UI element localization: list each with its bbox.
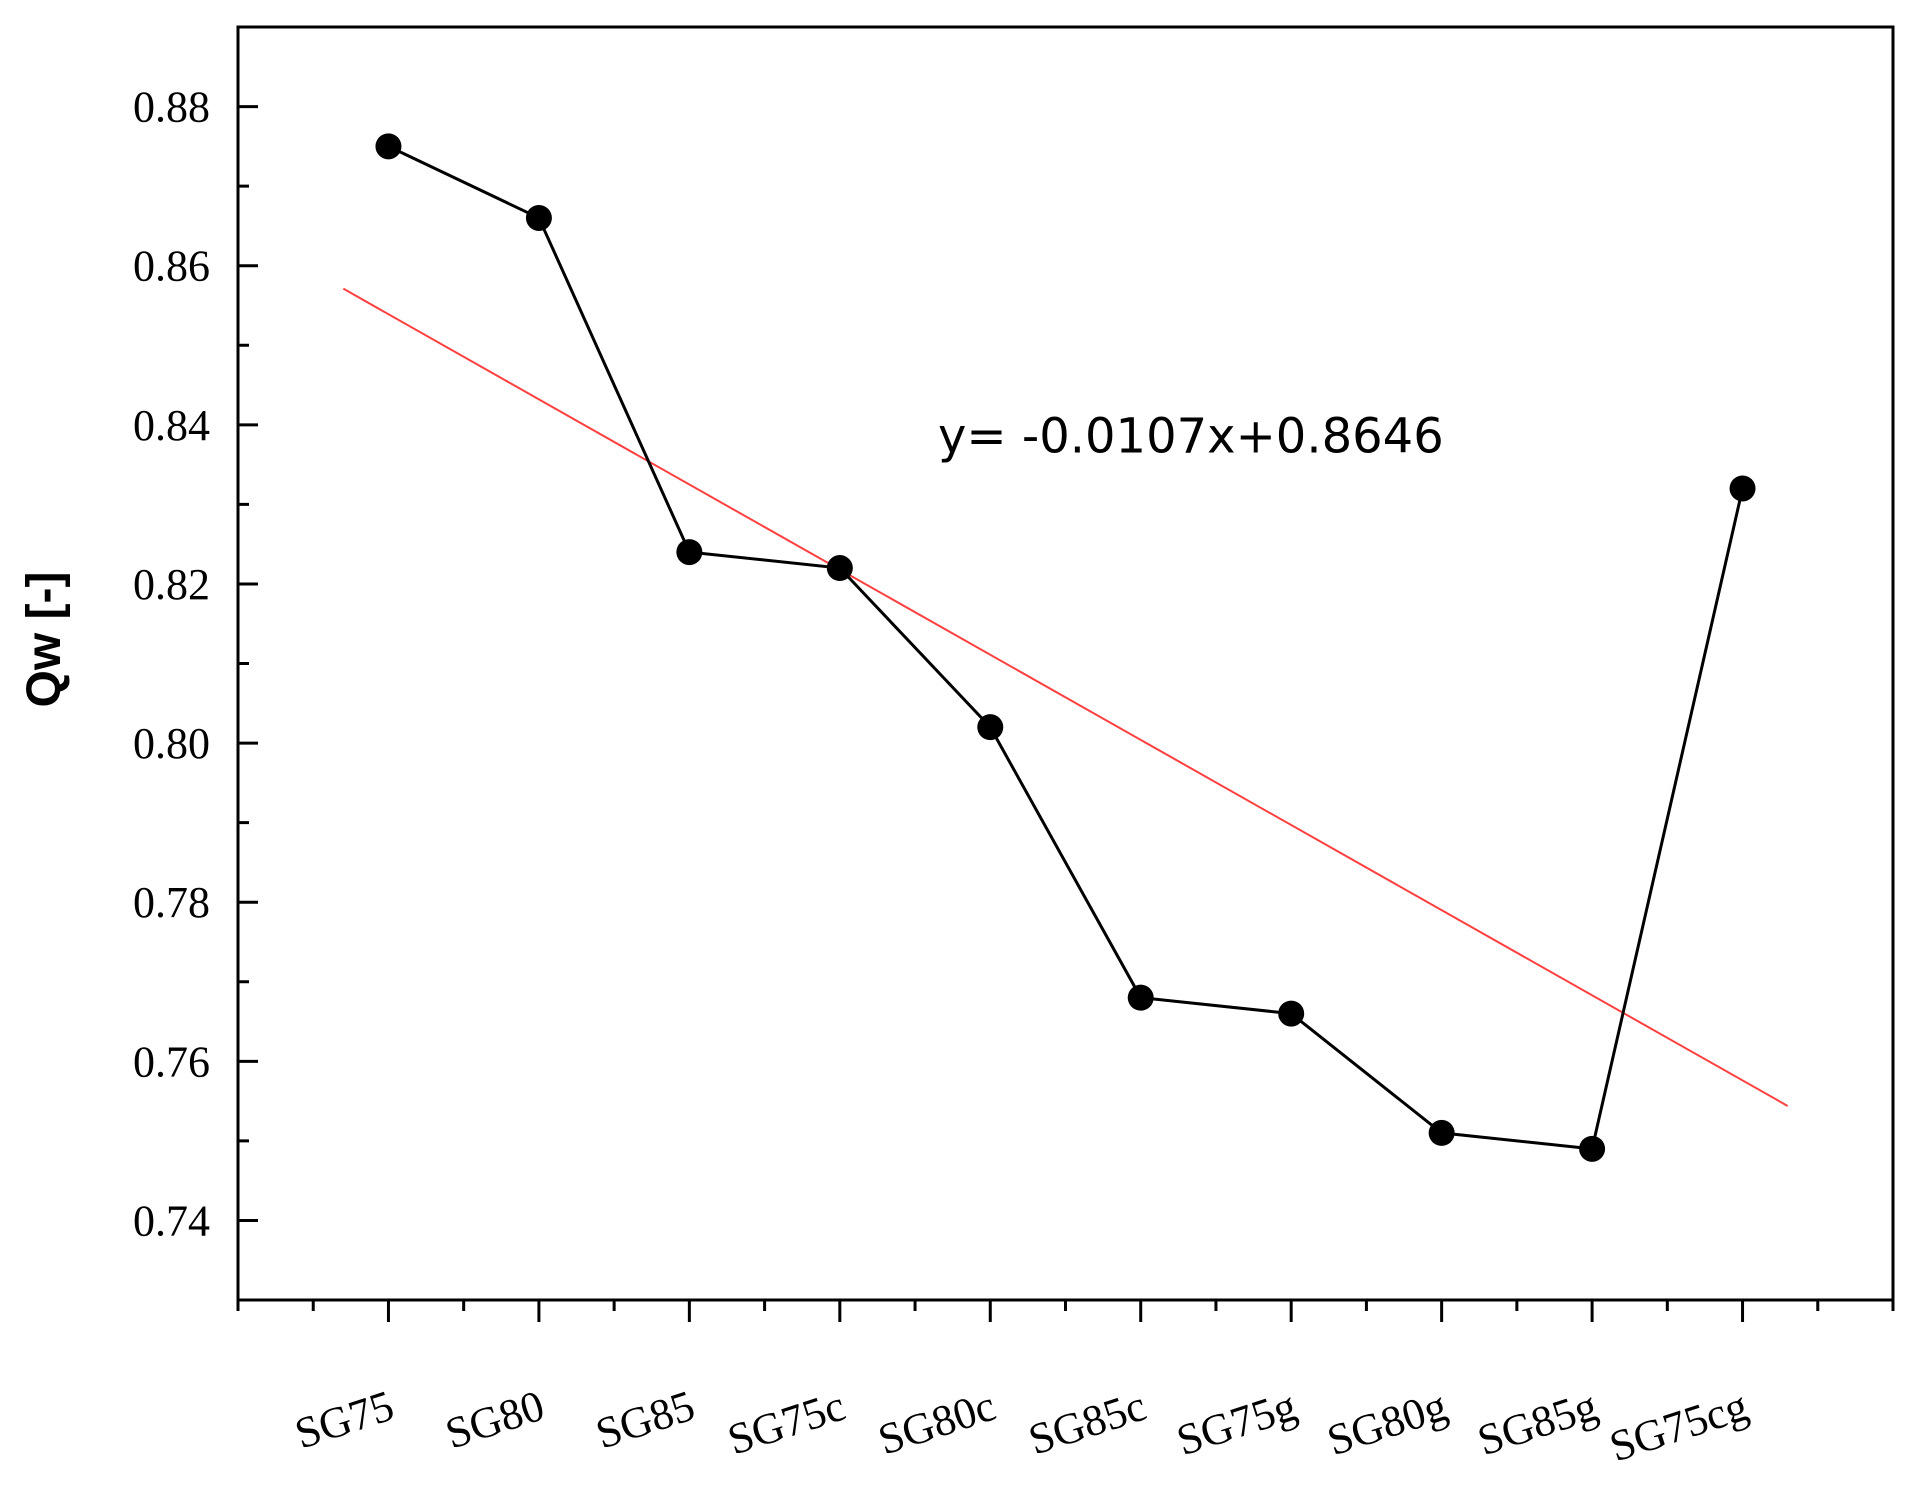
data-point: [525, 204, 552, 231]
data-point: [1428, 1119, 1455, 1146]
y-axis-title: Qw [-]: [18, 572, 71, 708]
x-tick-label: SG75c: [722, 1381, 851, 1465]
data-point: [676, 539, 703, 566]
data-point: [1127, 984, 1154, 1011]
trend-line: [342, 287, 1789, 1107]
data-points: [375, 133, 1756, 1162]
data-point: [1278, 1000, 1305, 1027]
plot-frame: [236, 25, 1895, 1302]
x-tick-label: SG85: [590, 1381, 700, 1459]
y-tick-label: 0.78: [133, 878, 210, 927]
data-point: [375, 133, 402, 160]
y-tick-label: 0.76: [133, 1037, 210, 1086]
y-tick-label: 0.74: [133, 1196, 210, 1245]
y-tick-label: 0.86: [133, 242, 210, 291]
y-tick-label: 0.80: [133, 719, 210, 768]
series-line: [387, 144, 1745, 1151]
y-axis-ticks: 0.74 0.76 0.78 0.80 0.82 0.84 0.86 0.88: [133, 25, 258, 1302]
data-point: [826, 555, 853, 582]
x-tick-label: SG75cg: [1604, 1381, 1754, 1471]
trendline-equation: y= -0.0107x+0.8646: [938, 409, 1444, 465]
x-tick-label: SG85c: [1023, 1381, 1152, 1465]
x-tick-label: SG80c: [872, 1381, 1001, 1465]
data-point: [977, 714, 1004, 741]
x-tick-label: SG75: [289, 1381, 399, 1459]
x-tick-label: SG75g: [1171, 1381, 1302, 1465]
y-tick-label: 0.84: [133, 401, 210, 450]
data-point: [1579, 1135, 1606, 1162]
x-axis-ticks: SG75 SG80 SG85 SG75c SG80c SG85c SG75g SG80g SG8…: [236, 1300, 1895, 1471]
data-point: [1729, 475, 1756, 502]
y-tick-label: 0.88: [133, 83, 210, 132]
x-tick-label: SG80g: [1321, 1381, 1452, 1465]
x-tick-label: SG85g: [1472, 1381, 1603, 1465]
x-tick-label: SG80: [440, 1381, 550, 1459]
y-tick-label: 0.82: [133, 560, 210, 609]
